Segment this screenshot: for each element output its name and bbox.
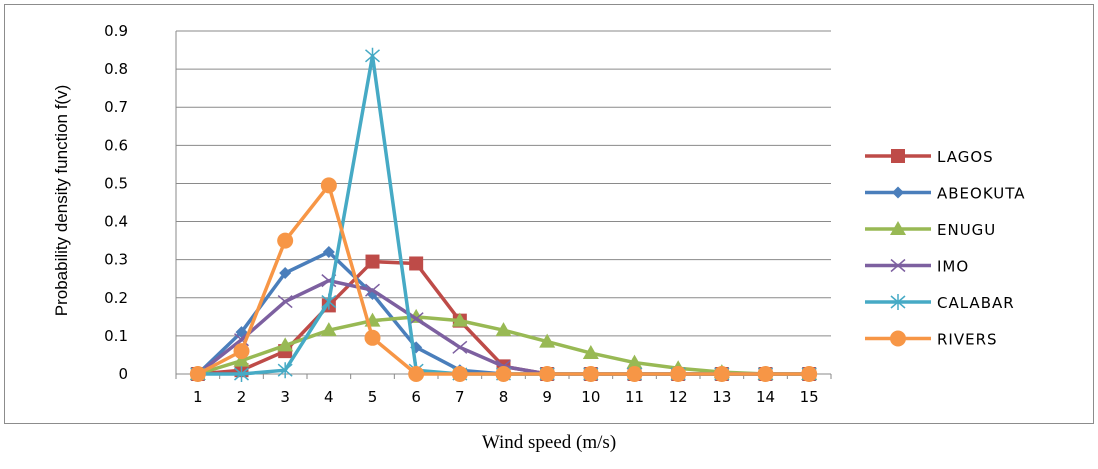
data-point-lagos <box>409 256 424 271</box>
chart-frame: 0 0.1 0.2 0.3 0.4 0.5 0.6 0.7 0.8 0.9 1 2 3 4 5 6 7 8 9 10 1… <box>4 4 1094 424</box>
legend-marker-lagos <box>891 149 905 163</box>
chart-svg: 00.10.20.30.40.50.60.70.80.91 2 3 4 5 6 7 8 9 10 1… <box>52 22 1026 406</box>
legend-label-imo: IMO <box>937 258 969 276</box>
data-point-enugu <box>582 345 599 360</box>
x-tick-label: 2 <box>237 388 247 406</box>
legend-marker-calabar <box>890 294 906 310</box>
legend-label-rivers: RIVERS <box>937 331 998 349</box>
legend-label-lagos: LAGOS <box>937 148 994 166</box>
data-point-rivers <box>757 366 774 382</box>
x-tick-label: 1 <box>193 388 203 406</box>
x-tick-label: 5 <box>368 388 378 406</box>
y-axis-title: Probability density function f(v) <box>52 85 71 317</box>
data-point-rivers <box>364 329 381 346</box>
x-tick-label: 10 <box>581 388 600 406</box>
data-point-abeokuta <box>322 246 335 259</box>
data-point-imo <box>277 295 293 309</box>
x-tick-label: 11 <box>625 388 644 406</box>
y-tick-label: 0.9 <box>104 22 128 40</box>
data-point-rivers <box>539 366 556 382</box>
data-point-rivers <box>451 366 468 382</box>
data-point-rivers <box>713 366 730 382</box>
data-point-imo <box>452 340 468 354</box>
data-point-rivers <box>626 366 643 382</box>
x-tick-label: 4 <box>324 388 334 406</box>
y-tick-label: 0.8 <box>104 60 128 78</box>
data-point-rivers <box>233 343 250 360</box>
data-point-calabar <box>277 362 293 379</box>
data-point-lagos <box>365 254 380 269</box>
y-tick-label: 0 <box>118 365 128 383</box>
y-tick-label: 0.4 <box>104 213 128 231</box>
data-point-imo <box>408 312 424 326</box>
x-tick-label: 8 <box>499 388 509 406</box>
data-point-imo <box>365 283 380 297</box>
x-tick-label: 12 <box>669 388 688 406</box>
legend-marker-imo <box>890 258 906 273</box>
data-point-enugu <box>233 352 250 367</box>
data-point-enugu <box>626 354 643 369</box>
x-tick-label: 14 <box>756 388 775 406</box>
data-point-enugu <box>277 337 294 352</box>
legend-marker-enugu <box>890 221 906 235</box>
data-point-enugu <box>320 322 337 337</box>
data-point-rivers <box>277 232 294 249</box>
x-tick-label: 15 <box>800 388 819 406</box>
data-point-rivers <box>189 366 206 382</box>
x-tick-label: 6 <box>411 388 421 406</box>
legend-label-enugu: ENUGU <box>937 221 996 239</box>
x-axis-title: Wind speed (m/s) <box>481 432 617 453</box>
x-tick-label: 3 <box>280 388 290 406</box>
y-tick-label: 0.6 <box>104 136 128 154</box>
legend-marker-abeokuta <box>892 186 904 199</box>
y-tick-label: 0.1 <box>104 327 128 345</box>
data-point-calabar <box>321 293 337 310</box>
x-tick-label: 13 <box>712 388 731 406</box>
data-point-rivers <box>582 366 599 382</box>
data-point-rivers <box>320 177 337 194</box>
data-point-calabar <box>234 366 249 382</box>
data-point-rivers <box>801 366 818 382</box>
data-point-rivers <box>495 366 512 382</box>
x-tick-label: 9 <box>542 388 552 406</box>
data-point-rivers <box>408 366 425 382</box>
y-tick-label: 0.3 <box>104 251 128 269</box>
y-tick-label: 0.2 <box>104 289 128 307</box>
data-point-abeokuta <box>279 267 292 280</box>
y-tick-label: 0.5 <box>104 174 128 192</box>
data-point-rivers <box>670 366 687 382</box>
data-point-enugu <box>539 333 556 348</box>
x-tick-label: 7 <box>455 388 465 406</box>
data-point-enugu <box>451 312 468 327</box>
legend-label-abeokuta: ABEOKUTA <box>937 185 1026 203</box>
data-point-calabar <box>365 47 380 64</box>
data-point-enugu <box>495 322 512 337</box>
y-tick-label: 0.7 <box>104 98 128 116</box>
legend-marker-rivers <box>890 330 906 347</box>
legend-label-calabar: CALABAR <box>937 294 1015 312</box>
